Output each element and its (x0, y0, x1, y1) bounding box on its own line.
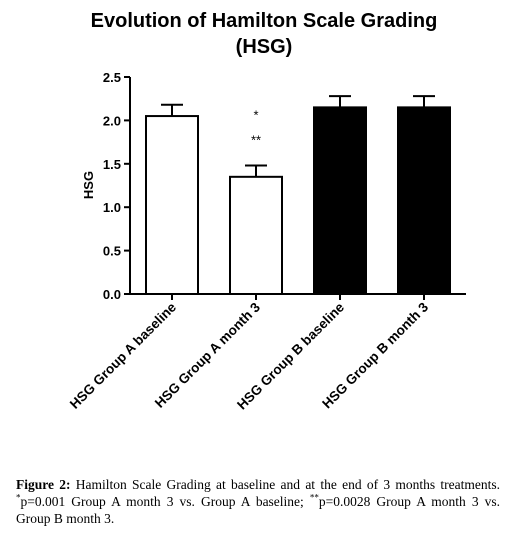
bar-1 (229, 175, 283, 296)
y-tick-label-4: 2.0 (103, 113, 121, 128)
bar-3 (397, 106, 451, 295)
significance-mark-1: ** (251, 133, 261, 148)
bar-2 (313, 106, 367, 295)
chart-title-line-2: (HSG) (236, 36, 293, 58)
y-tick-label-1: 0.5 (103, 244, 121, 259)
y-axis-label: HSG (81, 171, 96, 199)
caption-text-2: p=0.001 Group A month 3 vs. Group A base… (20, 494, 310, 509)
caption-mark-1: * (16, 492, 21, 503)
bar-chart: Evolution of Hamilton Scale Grading (HSG… (67, 10, 466, 412)
significance-mark-0: * (253, 108, 258, 123)
caption-text-3: p=0.0028 Group A month 3 vs. Group B mon… (16, 494, 501, 526)
y-tick-label-3: 1.5 (103, 157, 121, 172)
y-tick-label-5: 2.5 (103, 70, 121, 85)
caption-label: Figure 2: (16, 477, 71, 492)
y-tick-label-0: 0.0 (103, 287, 121, 302)
figure-caption: Figure 2: Hamilton Scale Grading at base… (16, 476, 500, 527)
y-tick-label-2: 1.0 (103, 200, 121, 215)
chart-title-line-1: Evolution of Hamilton Scale Grading (91, 10, 438, 32)
caption-text-1: Hamilton Scale Grading at baseline and a… (70, 477, 500, 492)
bar-0 (145, 115, 199, 295)
caption-mark-2: ** (309, 492, 319, 503)
